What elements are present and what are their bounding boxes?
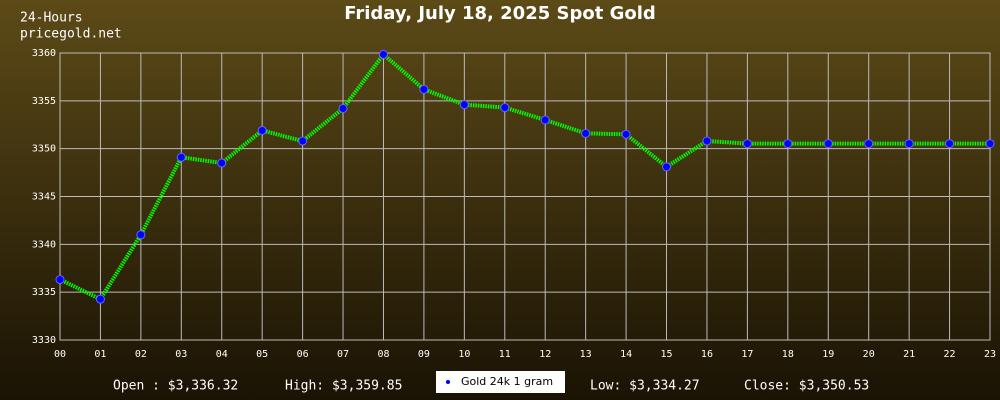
x-tick-label: 06 (297, 349, 309, 360)
point (742, 139, 752, 149)
x-tick-label: 09 (418, 349, 430, 360)
x-tick-label: 13 (580, 349, 592, 360)
stat-close: Close: $3,350.53 (744, 379, 869, 394)
stat-open: Open : $3,336.32 (113, 379, 238, 394)
point (378, 49, 388, 59)
line (59, 51, 990, 302)
point (904, 139, 914, 149)
x-tick-label: 01 (94, 349, 106, 360)
x-tick-label: 21 (903, 349, 915, 360)
point (581, 128, 591, 138)
legend-marker (446, 380, 450, 384)
point (823, 139, 833, 149)
point (945, 139, 955, 149)
y-tick-label: 3360 (32, 48, 56, 59)
point (419, 84, 429, 94)
point (338, 103, 348, 113)
x-tick-label: 10 (458, 349, 470, 360)
point (55, 275, 65, 285)
point (459, 100, 469, 110)
stat-low: Low: $3,334.27 (590, 379, 700, 394)
x-tick-label: 02 (135, 349, 147, 360)
x-tick-label: 05 (256, 349, 268, 360)
point (702, 136, 712, 146)
x-tick-label: 07 (337, 349, 349, 360)
point (298, 136, 308, 146)
x-tick-label: 15 (660, 349, 672, 360)
point (136, 230, 146, 240)
point (621, 129, 631, 139)
point (217, 158, 227, 168)
point (95, 294, 105, 304)
x-tick-label: 19 (822, 349, 834, 360)
point (176, 152, 186, 162)
subtitle: pricegold.net (20, 27, 122, 42)
x-tick-label: 00 (54, 349, 66, 360)
chart-title: Friday, July 18, 2025 Spot Gold (344, 3, 656, 24)
x-tick-label: 14 (620, 349, 632, 360)
y-tick-label: 3335 (32, 287, 56, 298)
y-tick-label: 3340 (32, 239, 56, 250)
y-tick-label: 3350 (32, 144, 56, 155)
point (500, 103, 510, 113)
point (540, 115, 550, 125)
x-tick-label: 20 (863, 349, 875, 360)
x-tick-label: 22 (944, 349, 956, 360)
x-tick-label: 18 (782, 349, 794, 360)
legend-box (436, 371, 565, 393)
point (985, 139, 995, 149)
x-tick-label: 12 (539, 349, 551, 360)
point (864, 139, 874, 149)
point (783, 139, 793, 149)
x-tick-label: 04 (216, 349, 228, 360)
subtitle: 24-Hours (20, 11, 83, 26)
x-tick-label: 16 (701, 349, 713, 360)
x-tick-label: 08 (377, 349, 389, 360)
y-tick-label: 3355 (32, 96, 56, 107)
stat-high: High: $3,359.85 (285, 379, 402, 394)
x-tick-label: 17 (741, 349, 753, 360)
x-tick-label: 23 (984, 349, 996, 360)
y-tick-label: 3330 (32, 335, 56, 346)
legend-label: Gold 24k 1 gram (461, 375, 553, 388)
y-tick-label: 3345 (32, 192, 56, 203)
x-tick-label: 03 (175, 349, 187, 360)
point (257, 125, 267, 135)
x-tick-label: 11 (499, 349, 511, 360)
point (662, 162, 672, 172)
